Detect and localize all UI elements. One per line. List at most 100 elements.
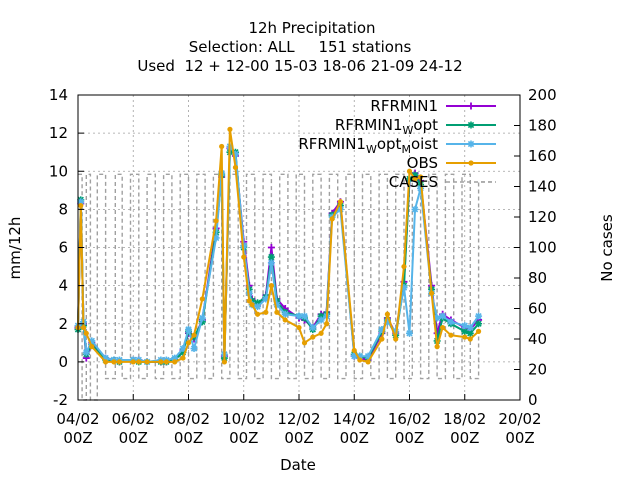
data-point-obs <box>83 330 89 336</box>
data-point-obs <box>232 164 239 171</box>
legend-marker <box>467 121 475 129</box>
x-tick-time: 00Z <box>229 429 258 447</box>
data-point-rfrmin1 <box>267 244 275 251</box>
data-point-obs <box>163 359 169 365</box>
data-point-obs <box>401 263 407 270</box>
x-tick-time: 00Z <box>284 429 313 447</box>
y2-tick-label: 140 <box>528 178 557 196</box>
y2-tick-label: 160 <box>528 147 557 165</box>
data-point-obs <box>219 143 225 150</box>
y-tick-label: 0 <box>58 353 68 371</box>
data-point-obs <box>78 202 84 209</box>
legend-marker <box>468 160 474 166</box>
legend-entry: RFRMIN1Wopt <box>335 116 496 137</box>
data-point-wopt <box>267 253 275 261</box>
data-point-obs <box>318 330 324 336</box>
x-tick-time: 00Z <box>174 429 203 447</box>
data-point-obs <box>227 126 233 132</box>
data-point-obs <box>268 283 274 289</box>
data-point-wopt <box>179 348 187 356</box>
data-point-obs <box>136 359 142 365</box>
data-point-wopt <box>254 299 262 307</box>
data-point-obs <box>191 332 197 338</box>
data-point-obs <box>80 324 87 331</box>
data-point-wopt_moist <box>240 242 248 250</box>
data-point-obs <box>417 174 424 180</box>
data-point-obs <box>249 302 255 308</box>
legend-label: RFRMIN1WoptMoist <box>298 135 438 156</box>
data-point-wopt_moist <box>295 312 303 320</box>
data-point-obs <box>379 336 385 342</box>
data-point-obs <box>365 359 371 365</box>
data-point-obs <box>144 359 150 365</box>
data-point-obs <box>130 359 136 365</box>
y-axis-label: mm/12h <box>6 217 24 280</box>
data-point-wopt_moist <box>190 345 198 353</box>
legend-label: CASES <box>389 173 438 191</box>
data-point-wopt_moist <box>171 354 179 362</box>
chart-title-line-1: 12h Precipitation <box>248 19 375 37</box>
x-tick-date: 14/02 <box>333 410 376 428</box>
data-point-wopt_moist <box>383 318 391 326</box>
legend-entry: CASES <box>389 173 496 191</box>
data-point-wopt_moist <box>350 352 358 360</box>
data-point-obs <box>172 359 178 365</box>
y2-tick-label: 200 <box>528 86 557 104</box>
legend-label: RFRMIN1 <box>370 97 438 115</box>
y2-axis-ticks: 0 20 40 60 80 100 120 140 160 180 200 <box>514 86 557 409</box>
data-point-wopt <box>461 327 469 335</box>
x-tick-date: 10/02 <box>222 410 265 428</box>
y2-tick-label: 40 <box>528 330 547 348</box>
data-point-wopt_moist <box>447 318 455 326</box>
data-point-obs <box>440 324 446 331</box>
data-point-obs <box>406 168 413 174</box>
data-point-obs <box>180 355 186 361</box>
y-tick-label: 14 <box>49 86 68 104</box>
data-point-obs <box>246 298 252 304</box>
data-point-obs <box>429 290 435 296</box>
data-point-wopt_moist <box>212 234 220 242</box>
y2-axis-label: No cases <box>598 214 616 282</box>
data-point-obs <box>448 332 454 338</box>
data-point-obs <box>296 324 302 331</box>
data-point-wopt_moist <box>281 310 289 318</box>
data-point-obs <box>263 309 269 315</box>
data-point-wopt <box>317 312 325 320</box>
data-point-obs <box>221 359 228 365</box>
y2-tick-label: 120 <box>528 208 557 226</box>
cases-layer <box>78 173 493 401</box>
x-tick-time: 00Z <box>119 429 148 447</box>
grid-lines <box>78 95 520 400</box>
data-point-wopt_moist <box>364 352 372 360</box>
data-point-obs <box>103 359 109 365</box>
data-point-wopt_moist <box>461 322 469 330</box>
data-point-obs <box>158 359 164 365</box>
data-point-obs <box>393 336 399 342</box>
data-point-wopt_moist <box>179 345 187 353</box>
data-point-wopt_moist <box>433 314 441 322</box>
data-point-wopt_moist <box>267 259 275 267</box>
legend-entry: RFRMIN1WoptMoist <box>298 135 496 156</box>
data-point-wopt_moist <box>466 324 474 332</box>
x-tick-date: 18/02 <box>443 410 486 428</box>
legend-marker <box>467 140 475 148</box>
data-point-wopt_moist <box>356 352 364 360</box>
data-point-obs <box>329 216 335 222</box>
y2-tick-label: 60 <box>528 300 547 318</box>
data-point-obs <box>357 357 363 363</box>
data-point-obs <box>475 328 482 334</box>
x-tick-date: 20/02 <box>498 410 541 428</box>
data-point-obs <box>324 321 330 327</box>
data-point-obs <box>254 311 261 317</box>
series-obs <box>75 126 482 365</box>
y-axis-ticks: -2 0 2 4 6 8 10 12 14 <box>49 86 84 409</box>
data-point-wopt_moist <box>417 184 425 192</box>
y-tick-label: 8 <box>58 200 68 218</box>
data-point-wopt_moist <box>475 312 483 320</box>
x-tick-date: 08/02 <box>167 410 210 428</box>
data-point-wopt_moist <box>231 150 239 158</box>
data-point-wopt_moist <box>88 337 96 345</box>
y2-tick-label: 20 <box>528 361 547 379</box>
y-tick-label: 6 <box>58 239 68 257</box>
data-point-wopt_moist <box>411 205 419 213</box>
